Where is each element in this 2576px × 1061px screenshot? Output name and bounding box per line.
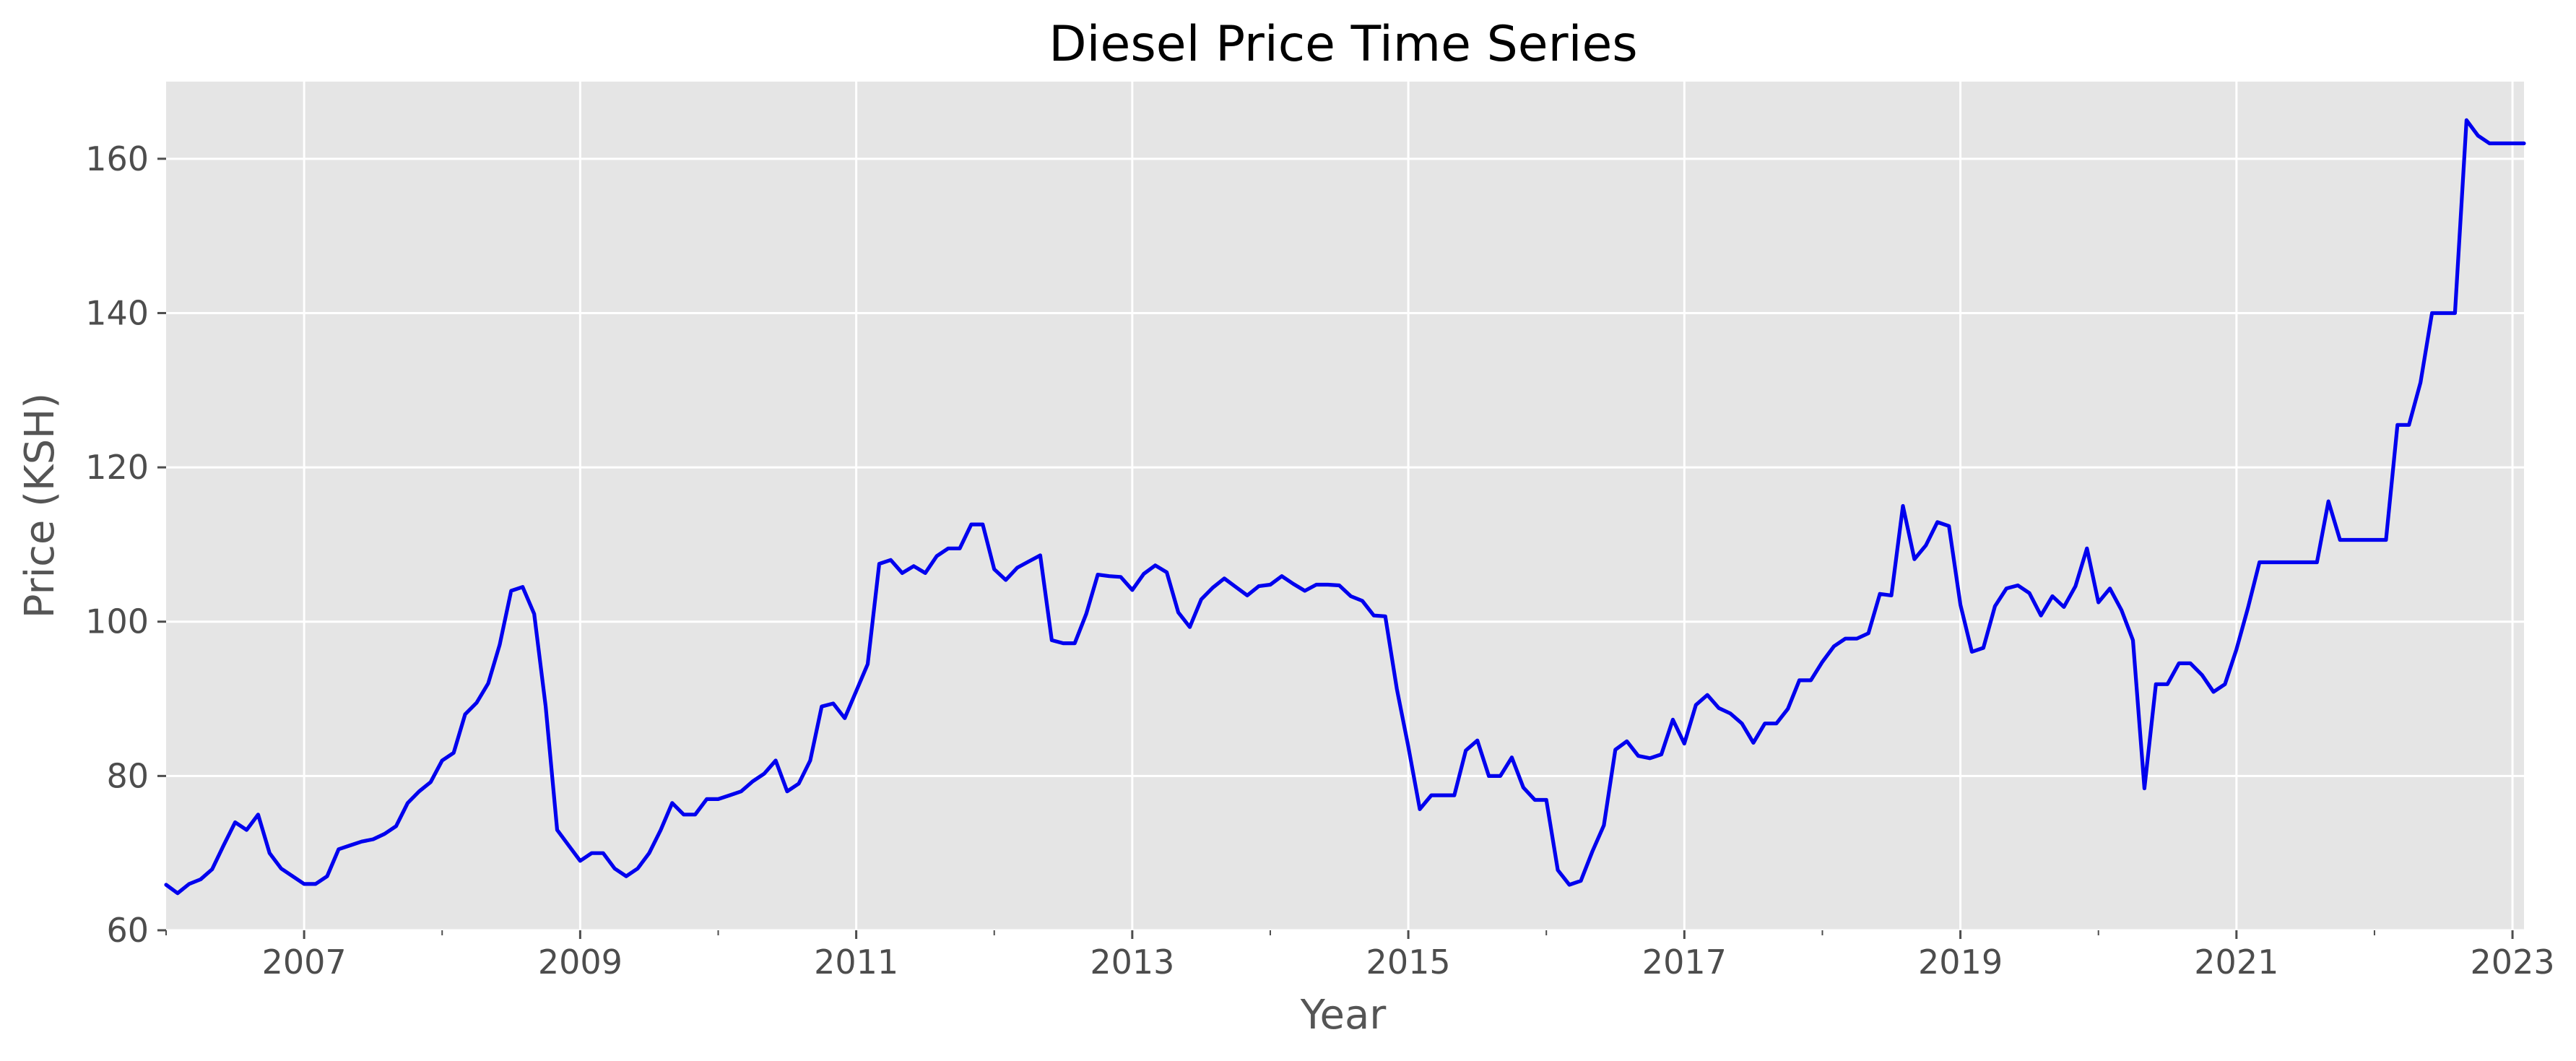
x-axis-label: Year — [1300, 992, 1387, 1039]
plot-area — [166, 82, 2524, 930]
y-axis-label: Price (KSH) — [17, 393, 64, 618]
y-tick-label: 60 — [106, 911, 149, 950]
x-tick-label: 2013 — [1090, 943, 1174, 982]
y-tick-label: 120 — [85, 448, 149, 487]
x-tick-label: 2009 — [538, 943, 623, 982]
x-tick-label: 2007 — [262, 943, 347, 982]
x-tick-label: 2019 — [1918, 943, 2003, 982]
x-tick-label: 2017 — [1642, 943, 1727, 982]
axis-ticks: 60 80 100 120 140 160 2007 2009 2011 2013 2015 2017… — [85, 139, 2554, 982]
x-tick-label: 2021 — [2194, 943, 2278, 982]
y-tick-label: 100 — [85, 602, 149, 641]
x-tick-label: 2011 — [814, 943, 898, 982]
y-tick-label: 80 — [106, 756, 149, 795]
grid-lines — [166, 82, 2524, 932]
y-tick-label: 140 — [85, 293, 149, 332]
x-tick-label: 2015 — [1366, 943, 1451, 982]
chart-title: Diesel Price Time Series — [1049, 16, 1638, 73]
x-tick-label: 2023 — [2471, 943, 2555, 982]
y-tick-label: 160 — [85, 139, 149, 178]
series-line-diesel-price — [164, 118, 2526, 896]
